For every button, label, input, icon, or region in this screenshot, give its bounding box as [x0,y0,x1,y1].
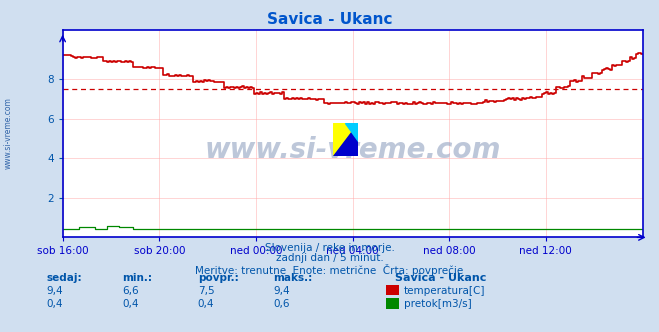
Polygon shape [333,123,358,156]
Text: zadnji dan / 5 minut.: zadnji dan / 5 minut. [275,253,384,263]
Text: min.:: min.: [122,273,152,283]
Text: povpr.:: povpr.: [198,273,239,283]
Text: Slovenija / reke in morje.: Slovenija / reke in morje. [264,243,395,253]
Text: 0,4: 0,4 [198,299,214,309]
Text: Savica - Ukanc: Savica - Ukanc [267,12,392,27]
Text: 6,6: 6,6 [122,286,138,296]
Text: Meritve: trenutne  Enote: metrične  Črta: povprečje: Meritve: trenutne Enote: metrične Črta: … [195,264,464,276]
Text: 9,4: 9,4 [273,286,290,296]
Text: www.si-vreme.com: www.si-vreme.com [204,136,501,164]
Text: Savica - Ukanc: Savica - Ukanc [395,273,487,283]
Text: 0,4: 0,4 [46,299,63,309]
Text: 0,6: 0,6 [273,299,290,309]
Text: pretok[m3/s]: pretok[m3/s] [404,299,472,309]
Text: 9,4: 9,4 [46,286,63,296]
Polygon shape [333,123,358,156]
Text: temperatura[C]: temperatura[C] [404,286,486,296]
Text: sedaj:: sedaj: [46,273,82,283]
Text: www.si-vreme.com: www.si-vreme.com [4,97,13,169]
Text: maks.:: maks.: [273,273,313,283]
Polygon shape [345,123,358,141]
Text: 7,5: 7,5 [198,286,214,296]
Text: 0,4: 0,4 [122,299,138,309]
